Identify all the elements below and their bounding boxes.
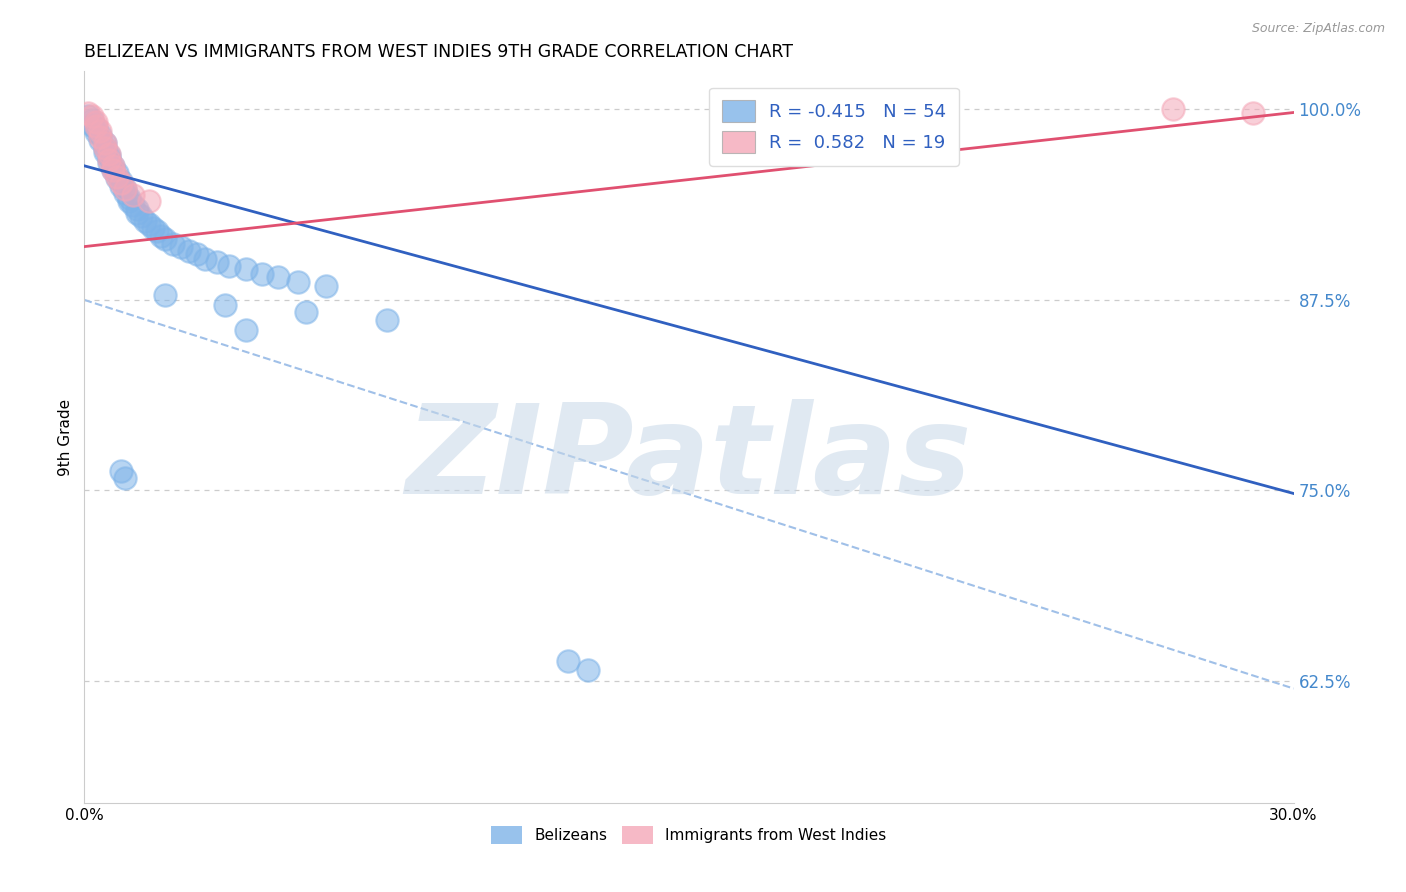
Point — [97, 155, 120, 169]
Point — [97, 146, 120, 161]
Point — [82, 113, 104, 128]
Point — [77, 105, 100, 120]
Point — [114, 471, 136, 485]
Point — [82, 109, 104, 123]
Point — [153, 232, 176, 246]
Point — [97, 151, 120, 165]
Point — [207, 255, 229, 269]
Point — [93, 136, 115, 150]
Text: ZIPatlas: ZIPatlas — [406, 399, 972, 519]
Point — [125, 202, 148, 216]
Point — [186, 247, 208, 261]
Point — [118, 194, 141, 208]
Point — [218, 260, 240, 274]
Point — [375, 312, 398, 326]
Point — [267, 270, 290, 285]
Point — [105, 171, 128, 186]
Point — [89, 128, 111, 143]
Point — [1241, 105, 1264, 120]
Point — [101, 159, 124, 173]
Point — [287, 275, 309, 289]
Point — [576, 663, 599, 677]
Point — [235, 323, 257, 337]
Point — [110, 176, 132, 190]
Point — [146, 224, 169, 238]
Point — [134, 213, 156, 227]
Text: Source: ZipAtlas.com: Source: ZipAtlas.com — [1251, 22, 1385, 36]
Point — [86, 125, 108, 139]
Point — [162, 236, 184, 251]
Point — [93, 145, 115, 160]
Legend: Belizeans, Immigrants from West Indies: Belizeans, Immigrants from West Indies — [485, 820, 893, 850]
Y-axis label: 9th Grade: 9th Grade — [58, 399, 73, 475]
Point — [110, 174, 132, 188]
Point — [235, 262, 257, 277]
Text: BELIZEAN VS IMMIGRANTS FROM WEST INDIES 9TH GRADE CORRELATION CHART: BELIZEAN VS IMMIGRANTS FROM WEST INDIES … — [84, 44, 793, 62]
Point — [142, 221, 165, 235]
Point — [89, 124, 111, 138]
Point — [86, 119, 108, 133]
Point — [89, 133, 111, 147]
Point — [101, 163, 124, 178]
Point — [250, 267, 273, 281]
Point — [121, 198, 143, 212]
Point — [93, 140, 115, 154]
Point — [149, 228, 172, 243]
Point — [93, 136, 115, 150]
Point — [89, 129, 111, 144]
Point — [118, 191, 141, 205]
Point — [125, 206, 148, 220]
Point — [153, 288, 176, 302]
Point — [77, 109, 100, 123]
Point — [114, 182, 136, 196]
Point — [101, 163, 124, 178]
Point — [170, 239, 193, 253]
Point — [82, 118, 104, 132]
Point — [97, 153, 120, 167]
Point — [214, 297, 236, 311]
Point — [295, 305, 318, 319]
Point — [557, 654, 579, 668]
Point — [105, 169, 128, 184]
Point — [114, 186, 136, 201]
Point — [194, 252, 217, 266]
Point — [101, 159, 124, 173]
Point — [138, 194, 160, 208]
Point — [86, 114, 108, 128]
Point — [138, 217, 160, 231]
Point — [86, 120, 108, 135]
Point — [315, 279, 337, 293]
Point — [1161, 103, 1184, 117]
Point — [121, 187, 143, 202]
Point — [105, 166, 128, 180]
Point — [110, 464, 132, 478]
Point — [93, 140, 115, 154]
Point — [179, 244, 201, 259]
Point — [110, 178, 132, 193]
Point — [114, 182, 136, 196]
Point — [129, 209, 152, 223]
Point — [97, 148, 120, 162]
